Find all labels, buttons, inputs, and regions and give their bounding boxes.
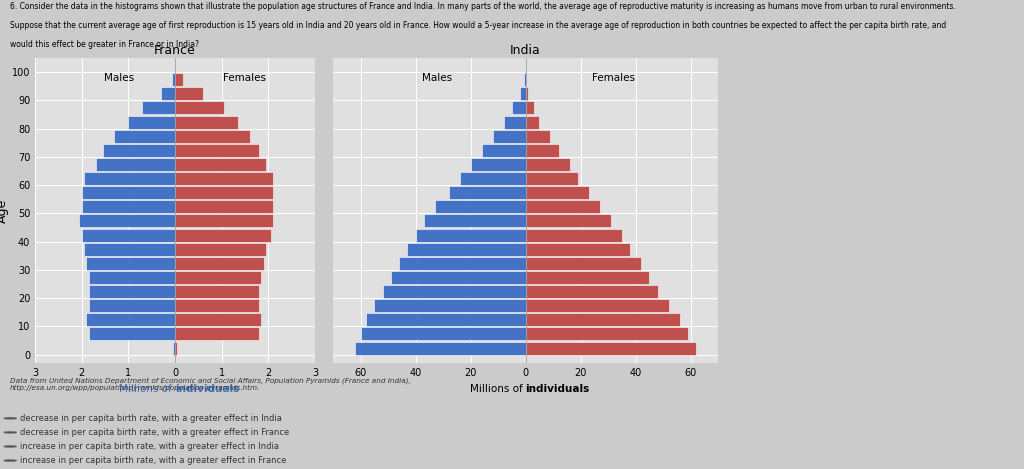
Bar [173,341,175,355]
Text: Suppose that the current average age of first reproduction is 15 years old in In: Suppose that the current average age of … [10,21,946,30]
Bar [424,214,525,227]
Bar [175,228,270,242]
Y-axis label: Age: Age [0,198,9,223]
Bar [525,271,649,284]
Bar [82,200,175,213]
Text: decrease in per capita birth rate, with a greater effect in France: decrease in per capita birth rate, with … [20,428,290,437]
Text: Males: Males [423,73,453,83]
Bar [89,285,175,298]
Bar [89,327,175,340]
Bar [524,73,525,86]
Bar [525,285,657,298]
Bar [84,242,175,256]
Bar [399,257,525,270]
Bar [86,257,175,270]
Bar [102,144,175,157]
Bar [383,285,525,298]
Text: increase in per capita birth rate, with a greater effect in France: increase in per capita birth rate, with … [20,456,287,465]
Bar [525,341,696,355]
Bar [79,214,175,227]
Text: decrease in per capita birth rate, with a greater effect in India: decrease in per capita birth rate, with … [20,414,283,423]
Bar [175,257,263,270]
Bar [175,200,273,213]
Bar [525,257,641,270]
Bar [525,200,600,213]
Bar [481,144,525,157]
Bar [82,186,175,199]
Bar [520,87,525,100]
Text: Males: Males [104,73,134,83]
Bar [525,87,528,100]
Bar [115,130,175,143]
Text: individuals: individuals [525,385,590,394]
Bar [360,327,525,340]
Bar [435,200,525,213]
Bar [525,116,540,129]
Bar [416,228,525,242]
Title: France: France [155,44,196,57]
Text: Millions of: Millions of [469,385,525,394]
Bar [142,101,175,114]
Bar [161,87,175,100]
Text: Females: Females [223,73,266,83]
Bar [470,158,525,171]
Bar [391,271,525,284]
Bar [82,228,175,242]
Text: Females: Females [592,73,635,83]
Bar [504,116,525,129]
Bar [175,101,224,114]
Bar [408,242,525,256]
Bar [128,116,175,129]
Text: Data from United Nations Department of Economic and Social Affairs, Population P: Data from United Nations Department of E… [10,377,411,391]
Bar [175,327,259,340]
Bar [175,186,273,199]
Bar [493,130,525,143]
Bar [525,130,550,143]
Bar [525,186,589,199]
Bar [89,299,175,312]
Bar [172,73,175,86]
Bar [175,313,261,326]
Bar [89,271,175,284]
Bar [175,242,266,256]
Bar [525,144,558,157]
Bar [175,73,183,86]
Bar [175,285,259,298]
Bar [175,271,261,284]
Text: increase in per capita birth rate, with a greater effect in India: increase in per capita birth rate, with … [20,442,280,451]
Bar [449,186,525,199]
Bar [525,172,578,185]
Bar [525,299,669,312]
Text: would this effect be greater in France or in India?: would this effect be greater in France o… [10,40,200,49]
Title: India: India [510,44,541,57]
Bar [175,144,259,157]
Bar [525,228,622,242]
Bar [84,172,175,185]
Bar [460,172,525,185]
Bar [525,158,569,171]
Bar [525,313,680,326]
Bar [175,341,177,355]
Bar [374,299,525,312]
Text: individuals: individuals [175,385,240,394]
Bar [175,130,250,143]
Bar [355,341,525,355]
Bar [175,214,273,227]
Bar [175,158,266,171]
Text: Millions of: Millions of [119,385,175,394]
Bar [175,172,273,185]
Text: 6. Consider the data in the histograms shown that illustrate the population age : 6. Consider the data in the histograms s… [10,2,956,11]
Bar [525,214,610,227]
Bar [175,116,238,129]
Bar [525,327,688,340]
Bar [95,158,175,171]
Bar [175,87,203,100]
Bar [86,313,175,326]
Bar [525,101,534,114]
Bar [525,242,630,256]
Bar [175,299,259,312]
Bar [366,313,525,326]
Bar [512,101,525,114]
